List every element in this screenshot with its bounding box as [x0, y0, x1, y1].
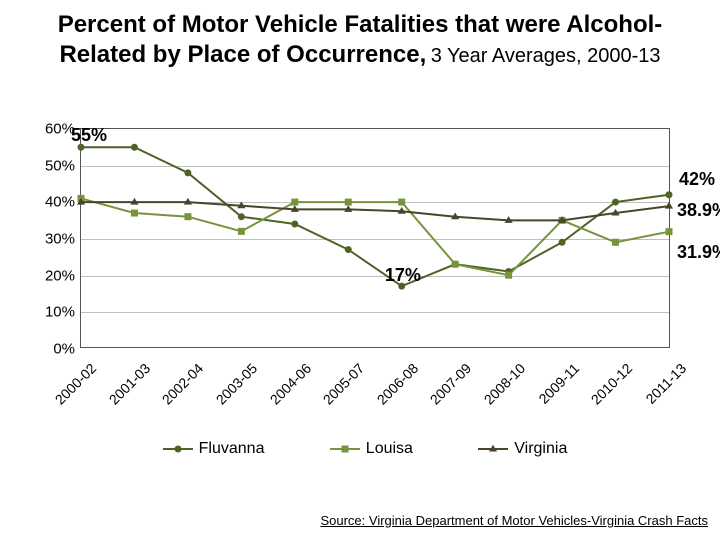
legend-label: Virginia [514, 440, 567, 458]
y-axis-label: 40% [31, 194, 75, 211]
series-line-fluvanna [81, 147, 669, 286]
y-axis-label: 50% [31, 157, 75, 174]
y-axis-label: 20% [31, 267, 75, 284]
legend-swatch-icon [163, 442, 193, 456]
series-line-virginia [81, 202, 669, 220]
y-axis-label: 60% [31, 121, 75, 138]
legend-swatch-icon [330, 442, 360, 456]
series-marker-fluvanna [665, 191, 672, 198]
legend-label: Louisa [366, 440, 413, 458]
source-citation: Source: Virginia Department of Motor Veh… [320, 513, 708, 528]
series-marker-louisa [398, 199, 405, 206]
chart-lines [81, 129, 669, 348]
y-axis-label: 30% [31, 231, 75, 248]
chart-plot-area: 0%10%20%30%40%50%60% 55%17%42%38.9%31.9% [80, 128, 670, 348]
y-axis-label: 10% [31, 304, 75, 321]
x-axis-labels: 2000-022001-032002-042003-052004-062005-… [80, 352, 670, 432]
series-marker-fluvanna [345, 246, 352, 253]
series-marker-louisa [665, 228, 672, 235]
data-callout: 42% [679, 169, 715, 190]
series-marker-louisa [452, 261, 459, 268]
title-subtitle: 3 Year Averages, 2000-13 [431, 45, 661, 67]
series-marker-fluvanna [131, 144, 138, 151]
legend-label: Fluvanna [199, 440, 265, 458]
series-marker-louisa [345, 199, 352, 206]
series-marker-fluvanna [184, 169, 191, 176]
data-callout: 38.9% [677, 200, 720, 221]
series-marker-virginia [665, 202, 673, 209]
legend-item-louisa: Louisa [330, 440, 413, 458]
legend-swatch-icon [478, 442, 508, 456]
series-marker-fluvanna [238, 213, 245, 220]
chart-legend: Fluvanna Louisa Virginia [130, 440, 600, 458]
series-marker-louisa [238, 228, 245, 235]
series-marker-louisa [505, 272, 512, 279]
series-marker-louisa [131, 210, 138, 217]
series-marker-louisa [612, 239, 619, 246]
data-callout: 55% [71, 125, 107, 146]
series-marker-louisa [184, 213, 191, 220]
legend-item-virginia: Virginia [478, 440, 567, 458]
data-callout: 17% [385, 265, 421, 286]
series-marker-fluvanna [559, 239, 566, 246]
chart-title: Percent of Motor Vehicle Fatalities that… [0, 0, 720, 70]
data-callout: 31.9% [677, 242, 720, 263]
series-marker-fluvanna [291, 221, 298, 228]
legend-item-fluvanna: Fluvanna [163, 440, 265, 458]
y-axis-label: 0% [31, 341, 75, 358]
series-marker-fluvanna [612, 199, 619, 206]
series-marker-louisa [291, 199, 298, 206]
